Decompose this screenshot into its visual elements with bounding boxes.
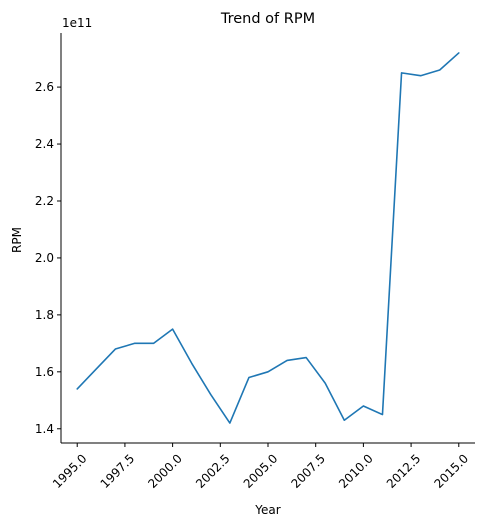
x-tick-label: 1995.0	[50, 451, 90, 491]
y-tick-label: 1.4	[35, 422, 54, 436]
x-tick-label: 2010.0	[336, 451, 376, 491]
x-tick-label: 2015.0	[432, 451, 472, 491]
y-tick-label: 1.8	[35, 308, 54, 322]
x-tick-label: 2000.0	[145, 451, 185, 491]
x-axis-ticks: 1995.0 1997.5 2000.0 2002.5 2005.0 2007.5 2010…	[50, 443, 471, 491]
series-group	[77, 53, 459, 423]
series-line	[77, 53, 459, 423]
x-axis-label: Year	[254, 503, 280, 517]
x-tick-label: 2007.5	[288, 451, 328, 491]
y-tick-label: 1.6	[35, 365, 54, 379]
y-axis-ticks: 1.4 1.6 1.8 2.0 2.2 2.4 2.6	[35, 80, 61, 436]
x-tick-label: 2002.5	[193, 451, 233, 491]
y-offset-text: 1e11	[62, 16, 92, 30]
y-tick-label: 2.0	[35, 251, 54, 265]
y-tick-label: 2.6	[35, 80, 54, 94]
chart-title: Trend of RPM	[220, 11, 315, 27]
y-tick-label: 2.4	[35, 137, 54, 151]
x-tick-label: 2012.5	[384, 451, 424, 491]
y-tick-label: 2.2	[35, 194, 54, 208]
x-tick-label: 2005.0	[241, 451, 281, 491]
y-axis-label: RPM	[10, 227, 24, 253]
x-tick-label: 1997.5	[98, 451, 138, 491]
